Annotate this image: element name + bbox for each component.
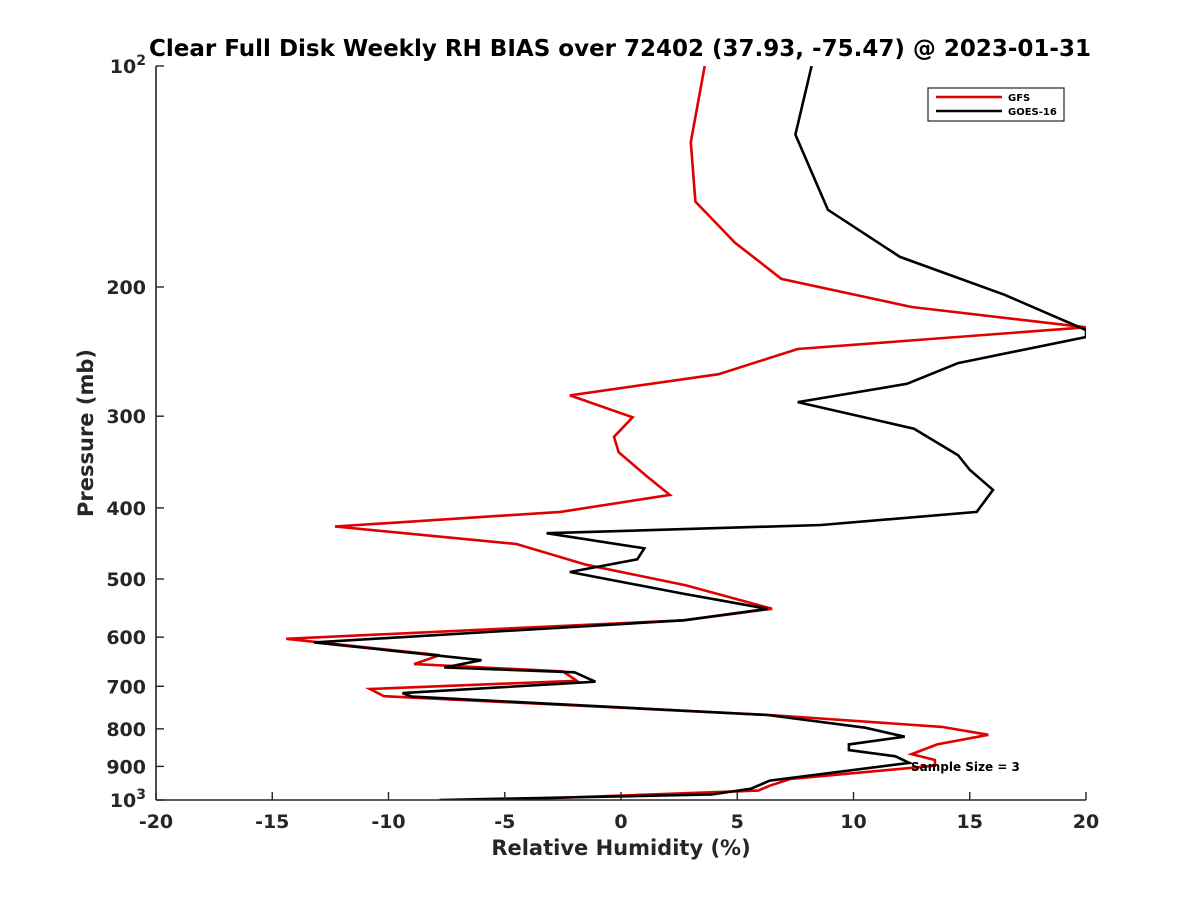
series-line-goes-16	[313, 66, 1086, 800]
legend: GFS GOES-16	[927, 87, 1065, 122]
sample-size-annotation: Sample Size = 3	[911, 760, 1020, 774]
series-line-gfs	[286, 66, 1086, 800]
x-tick-label: 20	[1073, 811, 1099, 833]
y-tick-label: 600	[106, 627, 146, 649]
x-tick-label: 5	[731, 811, 744, 833]
legend-box	[927, 87, 1065, 122]
plot-area: -20 -15 -10 -5 0 5 10 15 20 102 200 300 400 500 600 70…	[106, 53, 1099, 833]
x-tick-label: 15	[957, 811, 983, 833]
y-tick-label: 700	[106, 676, 146, 698]
x-tick-label: -15	[255, 811, 289, 833]
legend-label-goes16: GOES-16	[1008, 107, 1057, 118]
x-axis-ticks: -20 -15 -10 -5 0 5 10 15 20	[139, 792, 1099, 833]
y-tick-label: 900	[106, 756, 146, 778]
y-tick-label: 800	[106, 719, 146, 741]
x-tick-label: 10	[840, 811, 866, 833]
legend-label-gfs: GFS	[1008, 93, 1030, 104]
x-tick-label: -5	[494, 811, 515, 833]
y-tick-label: 103	[110, 787, 146, 812]
y-axis-ticks: 102 200 300 400 500 600 700 800 900 103	[106, 53, 164, 812]
x-tick-label: 0	[614, 811, 627, 833]
plot-background	[156, 66, 1086, 800]
x-axis-title: Relative Humidity (%)	[491, 836, 750, 860]
y-tick-label: 300	[106, 406, 146, 428]
chart-title: Clear Full Disk Weekly RH BIAS over 7240…	[149, 36, 1091, 62]
series-layer	[286, 66, 1086, 800]
y-tick-label: 500	[106, 569, 146, 591]
y-axis-title: Pressure (mb)	[74, 349, 98, 517]
y-tick-label: 200	[106, 277, 146, 299]
x-tick-label: -10	[371, 811, 405, 833]
y-tick-label: 400	[106, 498, 146, 520]
y-tick-label: 102	[110, 53, 146, 78]
x-tick-label: -20	[139, 811, 173, 833]
